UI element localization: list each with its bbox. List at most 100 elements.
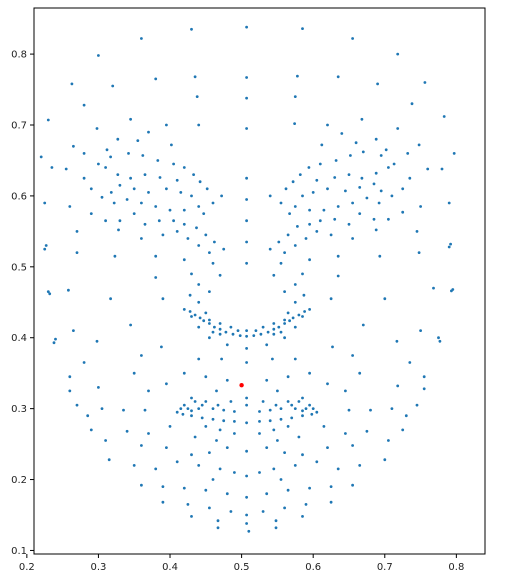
data-point — [231, 332, 235, 336]
data-point — [50, 166, 54, 169]
data-point — [132, 212, 136, 216]
data-point — [127, 152, 130, 155]
data-point — [143, 408, 147, 412]
data-point — [233, 410, 236, 413]
data-point — [245, 198, 249, 201]
data-point — [208, 506, 211, 510]
data-point — [408, 361, 412, 364]
data-point — [358, 371, 362, 375]
data-point — [349, 154, 352, 157]
data-point — [293, 244, 297, 247]
data-point — [208, 322, 211, 325]
data-point — [208, 251, 211, 255]
data-point — [190, 409, 193, 413]
data-point — [297, 435, 301, 439]
data-point — [52, 341, 56, 345]
data-point — [197, 325, 201, 329]
data-point — [222, 247, 226, 251]
data-point — [360, 176, 364, 180]
data-point — [340, 132, 344, 135]
data-point — [331, 345, 334, 349]
data-point — [426, 167, 430, 171]
data-point — [265, 343, 269, 347]
data-point — [200, 403, 204, 407]
data-point — [225, 446, 229, 449]
data-point — [261, 510, 265, 513]
data-point — [293, 300, 297, 304]
data-point — [75, 230, 79, 233]
data-point — [197, 244, 201, 247]
data-point — [290, 416, 294, 420]
data-point — [43, 201, 47, 205]
data-point — [238, 334, 242, 337]
data-point — [105, 148, 109, 152]
data-point — [291, 180, 295, 184]
data-point — [296, 74, 299, 78]
data-point — [211, 330, 215, 334]
data-point — [82, 176, 86, 180]
data-point — [387, 166, 390, 169]
data-point — [147, 389, 150, 393]
data-point — [193, 435, 197, 439]
data-point — [308, 371, 311, 375]
data-point — [351, 483, 354, 487]
data-point — [95, 127, 99, 130]
data-point — [100, 407, 104, 410]
data-point — [279, 407, 283, 410]
data-point — [97, 386, 100, 389]
data-point — [358, 212, 362, 216]
data-point — [329, 485, 333, 488]
data-point — [326, 446, 329, 449]
data-point — [129, 323, 133, 327]
highlighted-point — [239, 383, 244, 388]
data-point — [202, 212, 206, 216]
data-point — [197, 357, 201, 361]
data-point — [450, 289, 453, 293]
data-point — [245, 474, 249, 478]
data-point — [351, 444, 354, 447]
data-point — [283, 251, 286, 255]
data-point — [333, 217, 337, 221]
data-point — [233, 471, 236, 474]
data-point — [95, 339, 99, 343]
data-point — [245, 76, 249, 79]
data-point — [182, 222, 186, 226]
data-point — [245, 513, 249, 517]
data-point — [422, 387, 426, 391]
data-point — [89, 187, 93, 191]
data-point — [122, 408, 125, 412]
data-point — [272, 327, 276, 331]
data-point — [297, 400, 301, 403]
data-point — [404, 414, 408, 418]
data-point — [301, 315, 304, 318]
data-point — [179, 407, 183, 410]
data-point — [274, 526, 278, 530]
data-point — [216, 403, 220, 407]
data-point — [140, 444, 143, 447]
data-point — [351, 354, 354, 357]
data-point — [161, 297, 165, 301]
data-point — [387, 439, 390, 442]
data-point — [132, 187, 136, 191]
y-tick-label: 0.7 — [11, 121, 27, 132]
data-point — [147, 191, 150, 194]
data-point — [97, 54, 100, 57]
data-point — [222, 419, 226, 423]
data-point — [329, 297, 333, 301]
data-point — [154, 205, 158, 208]
data-point — [315, 460, 319, 464]
y-tick-label: 0.8 — [11, 50, 27, 61]
data-point — [334, 159, 338, 162]
data-point — [279, 330, 283, 334]
data-point — [304, 503, 308, 506]
data-point — [372, 217, 376, 221]
data-point — [175, 460, 179, 464]
data-point — [279, 417, 283, 421]
data-point — [208, 451, 211, 454]
data-point — [100, 195, 104, 199]
data-point — [245, 396, 249, 400]
data-point — [186, 503, 190, 506]
data-point — [365, 429, 369, 433]
data-point — [143, 173, 147, 177]
